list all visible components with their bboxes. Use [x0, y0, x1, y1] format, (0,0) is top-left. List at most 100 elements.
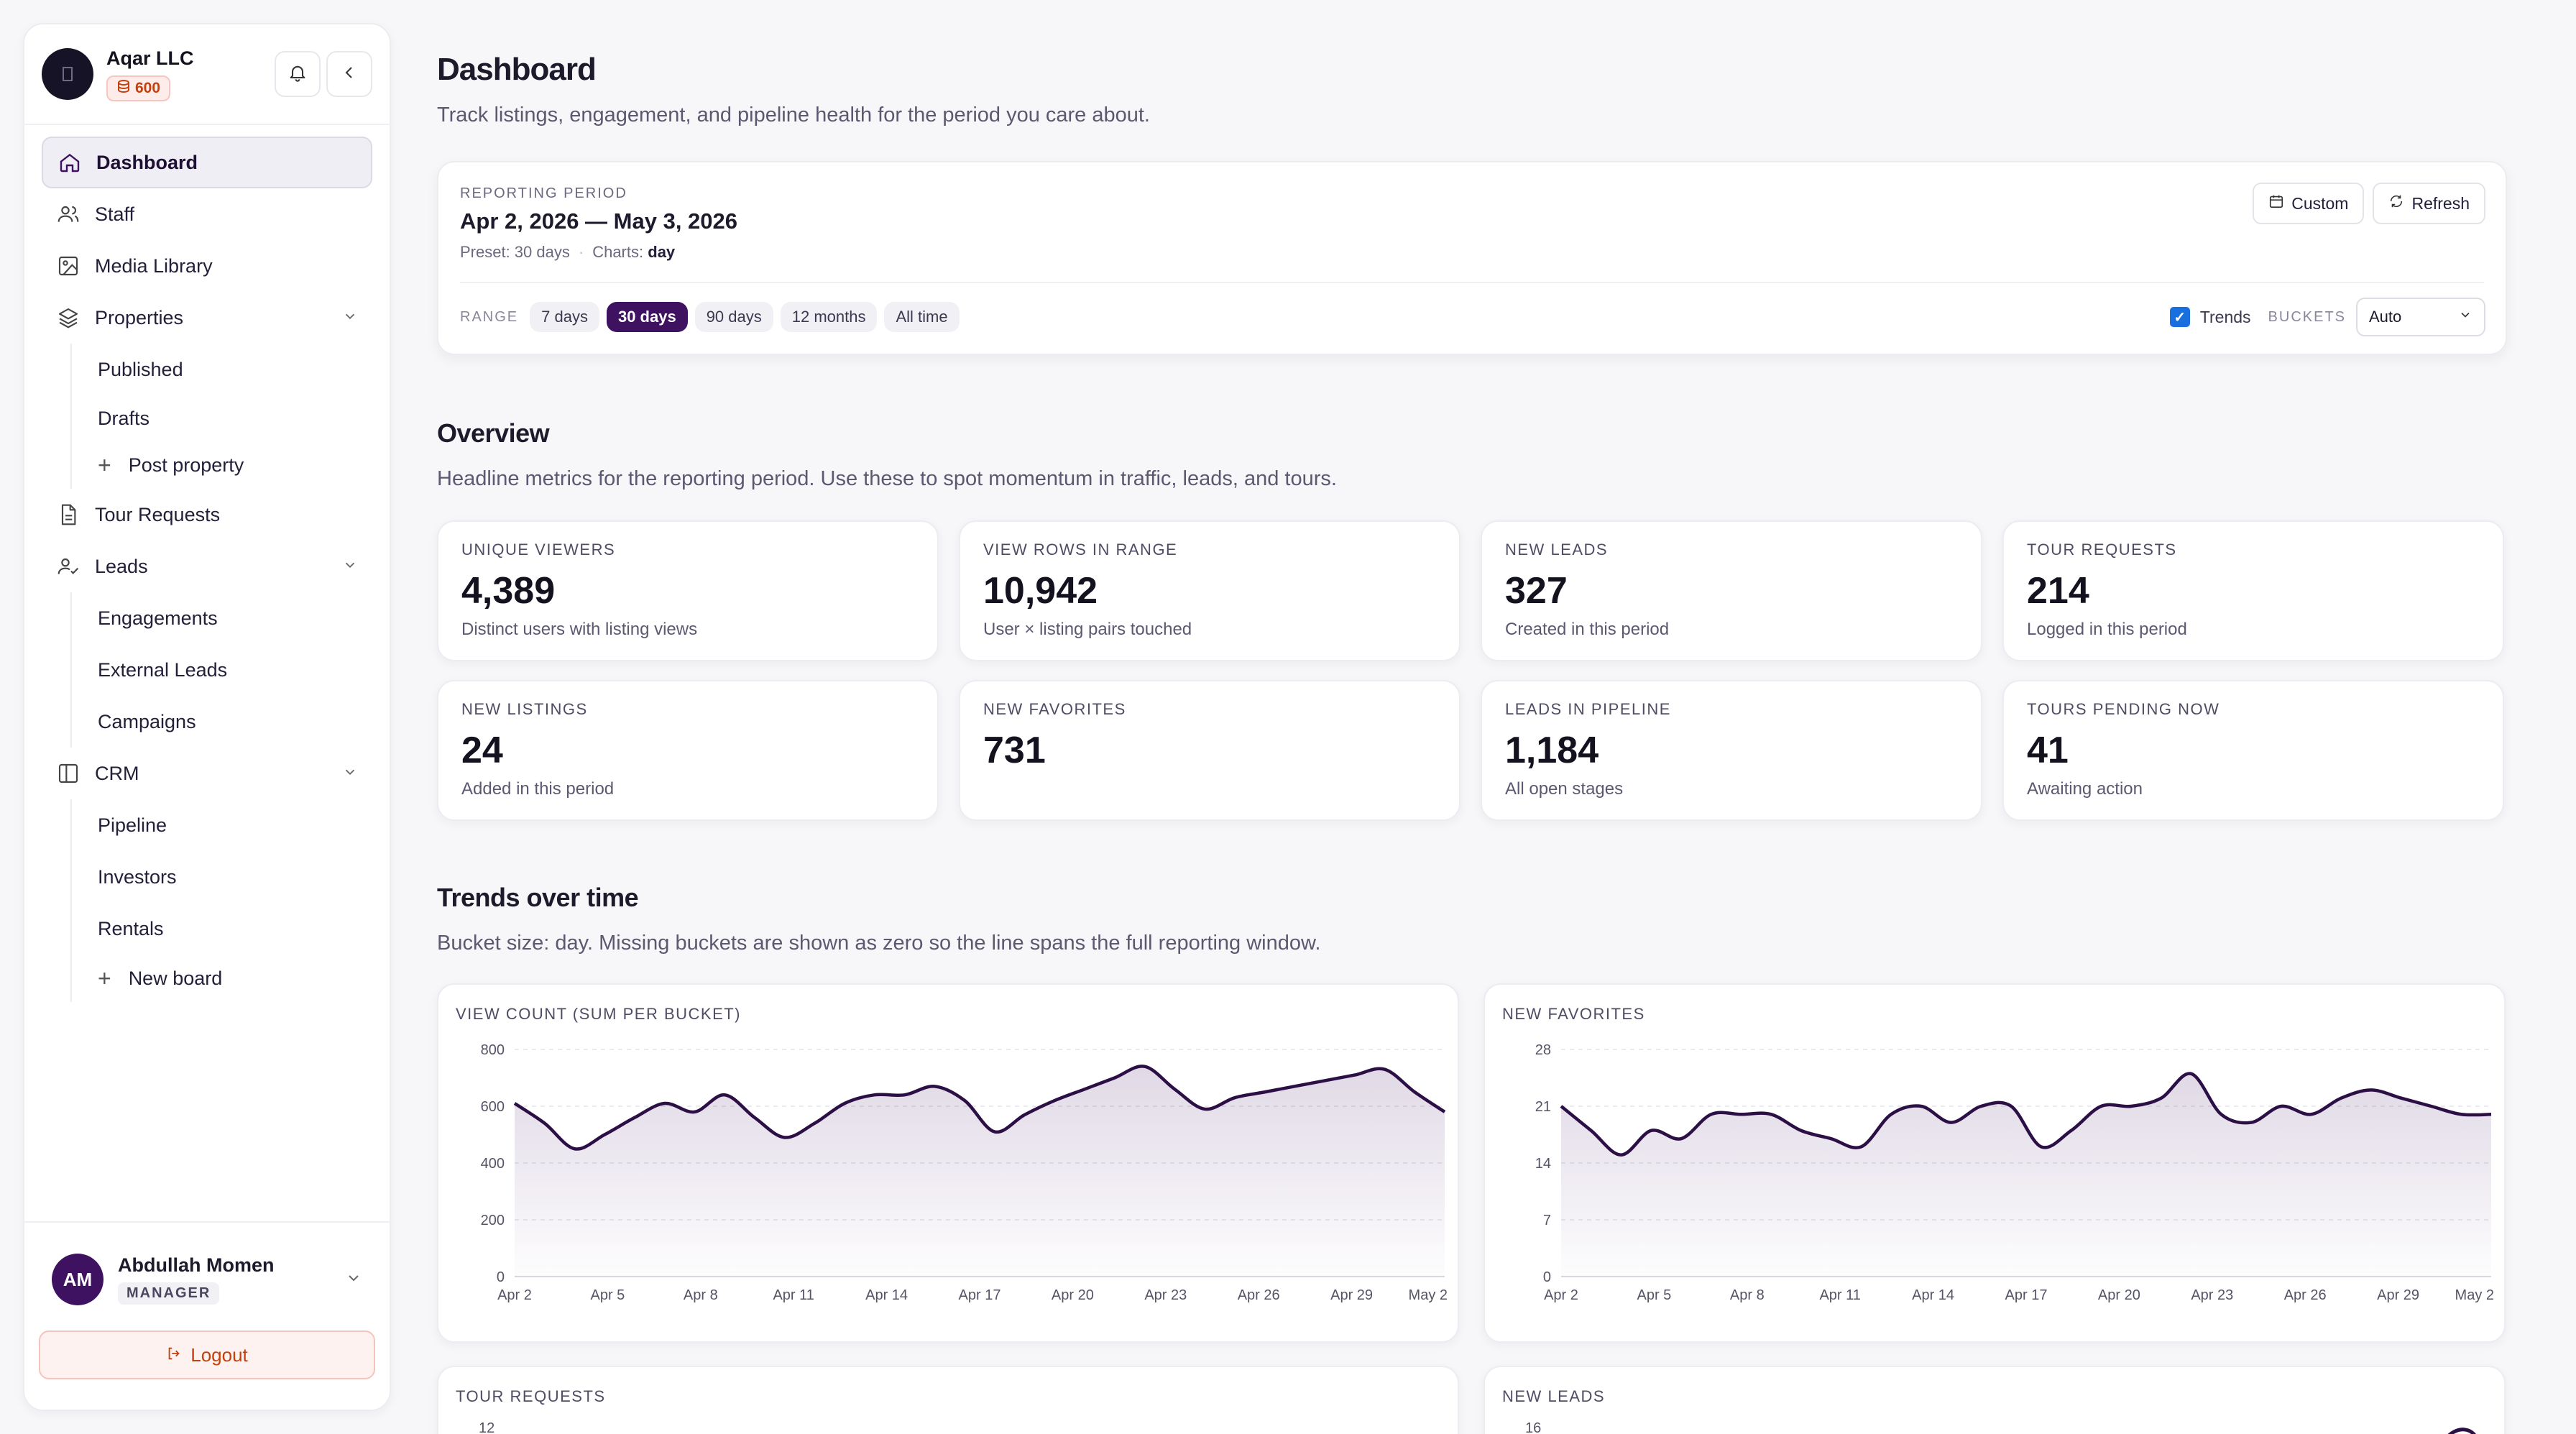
kpi-card-view-rows[interactable]: VIEW ROWS IN RANGE 10,942 User × listing…: [959, 520, 1460, 661]
range-chip-12-months[interactable]: 12 months: [780, 302, 878, 332]
sidebar-item-engagements[interactable]: Engagements: [83, 592, 372, 644]
x-tick-label: Apr 17: [959, 1287, 1001, 1303]
sidebar-item-properties[interactable]: Properties: [42, 292, 372, 344]
charts-prefix: Charts:: [592, 243, 644, 261]
columns-icon: [56, 761, 80, 786]
sidebar-header: Aqar LLC 600: [24, 24, 390, 125]
period-meta: Preset: 30 days · Charts: day: [460, 243, 676, 261]
kpi-label: NEW LEADS: [1505, 541, 1609, 559]
leads-submenu: Engagements External Leads Campaigns: [70, 592, 372, 748]
user-info: Abdullah Momen MANAGER: [118, 1254, 345, 1305]
sidebar-item-leads[interactable]: Leads: [42, 541, 372, 592]
reporting-period-card: REPORTING PERIOD Apr 2, 2026 — May 3, 20…: [437, 161, 2507, 355]
kpi-card-unique-viewers[interactable]: UNIQUE VIEWERS 4,389 Distinct users with…: [437, 520, 939, 661]
y-tick-label: 28: [1535, 1042, 1551, 1058]
org-info: Aqar LLC 600: [106, 47, 269, 101]
custom-range-button[interactable]: Custom: [2253, 183, 2365, 224]
range-selector: RANGE 7 days 30 days 90 days 12 months A…: [460, 302, 960, 332]
y-tick-label: 16: [1525, 1420, 1542, 1434]
user-menu[interactable]: AM Abdullah Momen MANAGER: [39, 1240, 375, 1319]
kpi-note: Distinct users with listing views: [461, 620, 698, 639]
sidebar-item-post-property[interactable]: + Post property: [83, 441, 372, 489]
kpi-card-new-favorites[interactable]: NEW FAVORITES 731: [959, 680, 1460, 821]
period-actions: Custom Refresh: [2253, 183, 2485, 224]
x-tick-label: Apr 14: [1912, 1287, 1954, 1303]
overview-title: Overview: [437, 418, 550, 448]
chart-card-tour-requests: TOUR REQUESTS 12: [437, 1366, 1459, 1434]
chevron-down-icon[interactable]: [342, 763, 358, 785]
kpi-card-new-leads[interactable]: NEW LEADS 327 Created in this period: [1481, 520, 1982, 661]
notifications-button[interactable]: [275, 51, 321, 97]
range-chip-7-days[interactable]: 7 days: [530, 302, 599, 332]
y-tick-label: 200: [481, 1213, 505, 1228]
chevron-down-icon: [2458, 308, 2472, 326]
range-chip-all-time[interactable]: All time: [884, 302, 960, 332]
properties-submenu: Published Drafts + Post property: [70, 344, 372, 489]
bell-icon: [288, 63, 308, 86]
sidebar-item-new-board[interactable]: + New board: [83, 955, 372, 1002]
sidebar-item-published[interactable]: Published: [83, 344, 372, 395]
kpi-card-tour-requests[interactable]: TOUR REQUESTS 214 Logged in this period: [2002, 520, 2504, 661]
x-tick-label: May 2: [1409, 1287, 1448, 1303]
sidebar-item-crm[interactable]: CRM: [42, 748, 372, 799]
sidebar-item-rentals[interactable]: Rentals: [83, 903, 372, 955]
range-chip-30-days[interactable]: 30 days: [606, 302, 688, 332]
x-tick-label: Apr 23: [2191, 1287, 2233, 1303]
sidebar-item-staff[interactable]: Staff: [42, 188, 372, 240]
kpi-label: UNIQUE VIEWERS: [461, 541, 616, 559]
kpi-card-tours-pending[interactable]: TOURS PENDING NOW 41 Awaiting action: [2002, 680, 2504, 821]
org-avatar[interactable]: [42, 48, 93, 100]
sidebar-item-label: Media Library: [95, 254, 213, 277]
sidebar-item-label: CRM: [95, 762, 139, 784]
chevron-down-icon[interactable]: [342, 307, 358, 329]
buckets-select[interactable]: Auto: [2356, 298, 2485, 336]
range-chip-90-days[interactable]: 90 days: [694, 302, 773, 332]
credits-count: 600: [135, 79, 161, 96]
sidebar-item-campaigns[interactable]: Campaigns: [83, 696, 372, 748]
chevron-down-icon[interactable]: [342, 556, 358, 578]
kpi-label: NEW LISTINGS: [461, 700, 588, 718]
y-tick-label: 800: [481, 1042, 505, 1058]
logout-button[interactable]: Logout: [39, 1330, 375, 1379]
calendar-icon: [2268, 193, 2284, 213]
kpi-label: LEADS IN PIPELINE: [1505, 700, 1671, 718]
buckets-label: BUCKETS: [2268, 308, 2346, 325]
trends-checkbox[interactable]: ✓: [2169, 307, 2190, 327]
sidebar-item-investors[interactable]: Investors: [83, 851, 372, 903]
range-label: RANGE: [460, 308, 519, 325]
chevron-left-icon: [341, 64, 358, 85]
y-tick-label: 0: [1543, 1269, 1551, 1285]
refresh-button[interactable]: Refresh: [2373, 183, 2485, 224]
sidebar-item-drafts[interactable]: Drafts: [83, 395, 372, 441]
overview-subtitle: Headline metrics for the reporting perio…: [437, 467, 1337, 490]
sidebar-nav: Dashboard Staff Media Library Properties…: [24, 125, 390, 1014]
x-tick-label: Apr 23: [1144, 1287, 1187, 1303]
y-tick-label: 21: [1535, 1099, 1551, 1115]
sidebar-item-pipeline[interactable]: Pipeline: [83, 799, 372, 851]
chart-title: TOUR REQUESTS: [456, 1387, 606, 1405]
trend-controls: ✓ Trends BUCKETS Auto: [2169, 298, 2485, 336]
trends-title: Trends over time: [437, 883, 639, 912]
collapse-sidebar-button[interactable]: [326, 51, 372, 97]
sidebar-item-external-leads[interactable]: External Leads: [83, 644, 372, 696]
sidebar-item-label: Leads: [95, 555, 148, 577]
chevron-down-icon[interactable]: [345, 1269, 362, 1290]
kpi-value: 731: [983, 730, 1046, 771]
kpi-card-new-listings[interactable]: NEW LISTINGS 24 Added in this period: [437, 680, 939, 821]
credits-badge[interactable]: 600: [106, 75, 171, 101]
sidebar-item-label: External Leads: [98, 658, 228, 681]
buckets-value: Auto: [2369, 308, 2402, 326]
sidebar-item-label: Investors: [98, 865, 177, 888]
x-tick-label: Apr 29: [2377, 1287, 2419, 1303]
kpi-label: NEW FAVORITES: [983, 700, 1126, 718]
sidebar-item-dashboard[interactable]: Dashboard: [42, 137, 372, 188]
trends-label: Trends: [2199, 307, 2251, 326]
kpi-card-leads-in-pipeline[interactable]: LEADS IN PIPELINE 1,184 All open stages: [1481, 680, 1982, 821]
org-name: Aqar LLC: [106, 47, 194, 69]
sidebar: Aqar LLC 600 Dashboard Staff: [23, 23, 391, 1411]
chart-title: NEW FAVORITES: [1502, 1005, 1645, 1023]
sidebar-item-media-library[interactable]: Media Library: [42, 240, 372, 292]
sidebar-item-tour-requests[interactable]: Tour Requests: [42, 489, 372, 541]
sidebar-item-label: Published: [98, 358, 183, 380]
sidebar-item-label: Tour Requests: [95, 503, 221, 525]
